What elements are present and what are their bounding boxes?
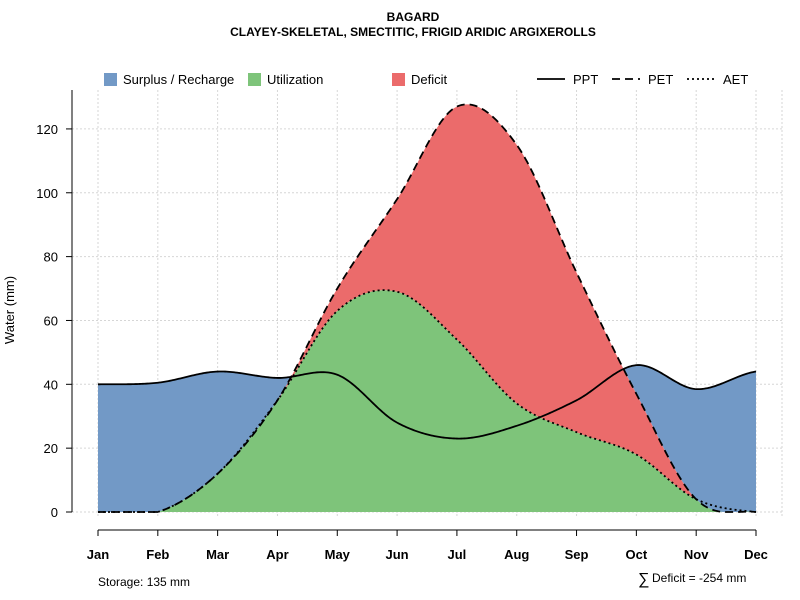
y-tick-label: 80 [44, 250, 58, 265]
deficit-note: Deficit = -254 mm [652, 571, 746, 585]
x-tick-label-sep: Sep [565, 547, 589, 562]
legend-label-aet: AET [723, 72, 748, 87]
x-tick-label-jul: Jul [448, 547, 467, 562]
x-tick-label-nov: Nov [684, 547, 709, 562]
y-tick-label: 0 [51, 505, 58, 520]
x-tick-label-apr: Apr [266, 547, 288, 562]
y-tick-label: 20 [44, 441, 58, 456]
x-tick-label-may: May [325, 547, 351, 562]
series-line-aet [98, 289, 757, 513]
x-tick-label-feb: Feb [146, 547, 169, 562]
x-tick-label-mar: Mar [206, 547, 229, 562]
y-tick-label: 40 [44, 377, 58, 392]
area-fills [98, 104, 756, 512]
legend-label-ppt: PPT [573, 72, 598, 87]
legend-label-1: Utilization [267, 72, 323, 87]
legend-label-pet: PET [648, 72, 673, 87]
x-tick-label-jan: Jan [87, 547, 109, 562]
utilization-area [98, 290, 756, 512]
storage-note: Storage: 135 mm [98, 575, 190, 589]
surplus-recharge-area [624, 365, 756, 512]
deficit-sum-symbol: ∑ [638, 571, 649, 588]
y-tick-label: 60 [44, 313, 58, 328]
x-tick-label-dec: Dec [744, 547, 768, 562]
legend-swatch-0 [104, 73, 117, 86]
y-tick-label: 120 [36, 122, 58, 137]
legend-label-2: Deficit [411, 72, 448, 87]
legend-label-0: Surplus / Recharge [123, 72, 234, 87]
legend-swatch-1 [248, 73, 261, 86]
y-axis-label: Water (mm) [2, 276, 17, 344]
x-tick-label-oct: Oct [626, 547, 648, 562]
chart-title: BAGARD [387, 10, 440, 24]
series-line-pet [98, 103, 757, 513]
series-lines [97, 103, 757, 513]
surplus-recharge-area [98, 371, 291, 512]
deficit-area [277, 104, 697, 500]
x-tick-label-jun: Jun [386, 547, 409, 562]
legend: Surplus / Recharge Utilization Deficit PPT P… [104, 72, 748, 87]
axes: 0 20 40 60 80 100 120 Jan Feb Mar Apr May Jun Jul Aug S… [36, 90, 768, 562]
legend-swatch-2 [392, 73, 405, 86]
chart-subtitle: CLAYEY-SKELETAL, SMECTITIC, FRIGID ARIDI… [230, 25, 596, 39]
series-line-ppt [97, 364, 757, 440]
y-tick-label: 100 [36, 186, 58, 201]
x-tick-label-aug: Aug [504, 547, 529, 562]
